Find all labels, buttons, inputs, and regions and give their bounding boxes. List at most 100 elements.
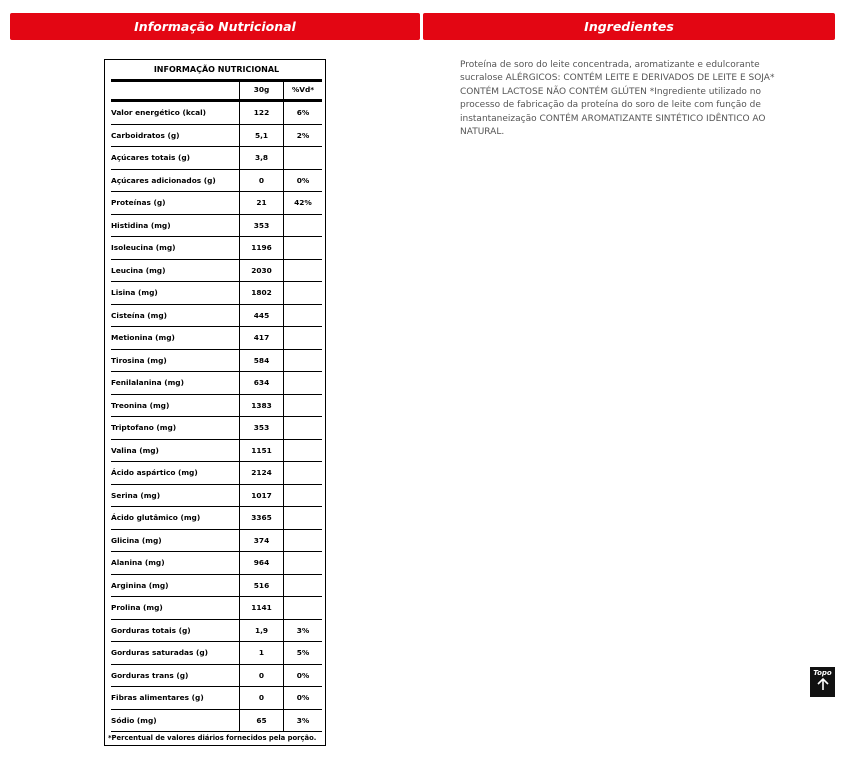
header-row: 30g %Vd*: [111, 79, 322, 102]
label-cell: Lisina (mg): [111, 281, 240, 305]
value-cell: [283, 349, 322, 372]
header-cell: %Vd*: [283, 79, 322, 102]
value-cell: 0: [239, 664, 284, 687]
value-cell: [283, 146, 322, 170]
row: Tirosina (mg) 584: [111, 349, 322, 372]
footnote: *Percentual de valores diários fornecido…: [108, 734, 317, 742]
row: Açúcares adicionados (g) 0 0%: [111, 169, 322, 192]
row: Ácido glutâmico (mg) 3365: [111, 506, 322, 530]
row: Serina (mg) 1017: [111, 484, 322, 507]
back-to-top[interactable]: Topo: [810, 667, 835, 697]
value-cell: [283, 484, 322, 507]
value-cell: 374: [239, 529, 284, 552]
value-cell: 0%: [283, 169, 322, 192]
header-cell: 30g: [239, 79, 284, 102]
tab[interactable]: Informação Nutricional: [10, 13, 420, 40]
value-cell: 0: [239, 686, 284, 710]
label-cell: Isoleucina (mg): [111, 236, 240, 260]
label-cell: Fibras alimentares (g): [111, 686, 240, 710]
label-cell: Metionina (mg): [111, 326, 240, 350]
row: Fibras alimentares (g) 0 0%: [111, 686, 322, 710]
value-cell: 2030: [239, 259, 284, 282]
value-cell: 353: [239, 214, 284, 237]
label-cell: Fenilalanina (mg): [111, 371, 240, 395]
label-cell: Treonina (mg): [111, 394, 240, 417]
value-cell: 122: [239, 100, 284, 125]
label-cell: Gorduras trans (g): [111, 664, 240, 687]
label-cell: Triptofano (mg): [111, 416, 240, 440]
value-cell: [283, 461, 322, 485]
value-cell: 634: [239, 371, 284, 395]
label-cell: Prolina (mg): [111, 596, 240, 620]
row: Metionina (mg) 417: [111, 326, 322, 350]
label-cell: Gorduras totais (g): [111, 619, 240, 642]
row: Prolina (mg) 1141: [111, 596, 322, 620]
label-cell: Leucina (mg): [111, 259, 240, 282]
row: Leucina (mg) 2030: [111, 259, 322, 282]
value-cell: [283, 551, 322, 575]
row: Gorduras saturadas (g) 1 5%: [111, 641, 322, 665]
row: Isoleucina (mg) 1196: [111, 236, 322, 260]
value-cell: [283, 529, 322, 552]
row: Carboidratos (g) 5,1 2%: [111, 124, 322, 147]
value-cell: 1: [239, 641, 284, 665]
value-cell: 3,8: [239, 146, 284, 170]
value-cell: [283, 596, 322, 620]
row: Alanina (mg) 964: [111, 551, 322, 575]
label-cell: Arginina (mg): [111, 574, 240, 597]
value-cell: [283, 304, 322, 327]
value-cell: 3365: [239, 506, 284, 530]
label-cell: Glicina (mg): [111, 529, 240, 552]
row: Glicina (mg) 374: [111, 529, 322, 552]
value-cell: [283, 506, 322, 530]
value-cell: [283, 236, 322, 260]
row: Lisina (mg) 1802: [111, 281, 322, 305]
value-cell: 353: [239, 416, 284, 440]
label: Topo: [813, 669, 832, 677]
value-cell: 3%: [283, 709, 322, 732]
value-cell: 964: [239, 551, 284, 575]
row: Ácido aspártico (mg) 2124: [111, 461, 322, 485]
value-cell: 21: [239, 191, 284, 215]
value-cell: [283, 281, 322, 305]
value-cell: 516: [239, 574, 284, 597]
value-cell: 0%: [283, 686, 322, 710]
label-cell: Cisteína (mg): [111, 304, 240, 327]
value-cell: 65: [239, 709, 284, 732]
label-cell: Tirosina (mg): [111, 349, 240, 372]
label-cell: Açúcares adicionados (g): [111, 169, 240, 192]
value-cell: 2%: [283, 124, 322, 147]
row: Cisteína (mg) 445: [111, 304, 322, 327]
value-cell: 1802: [239, 281, 284, 305]
value-cell: [283, 214, 322, 237]
row: Fenilalanina (mg) 634: [111, 371, 322, 395]
value-cell: 42%: [283, 191, 322, 215]
value-cell: 5,1: [239, 124, 284, 147]
label-cell: Carboidratos (g): [111, 124, 240, 147]
label-cell: Ácido glutâmico (mg): [111, 506, 240, 530]
row: Gorduras trans (g) 0 0%: [111, 664, 322, 687]
value-cell: 1017: [239, 484, 284, 507]
label-cell: Proteínas (g): [111, 191, 240, 215]
value-cell: 2124: [239, 461, 284, 485]
row: Valina (mg) 1151: [111, 439, 322, 462]
value-cell: 3%: [283, 619, 322, 642]
row: Arginina (mg) 516: [111, 574, 322, 597]
label-cell: Valina (mg): [111, 439, 240, 462]
label-cell: Ácido aspártico (mg): [111, 461, 240, 485]
row: Sódio (mg) 65 3%: [111, 709, 322, 732]
value-cell: [283, 439, 322, 462]
label-cell: Valor energético (kcal): [111, 100, 240, 125]
tab[interactable]: Ingredientes: [423, 13, 835, 40]
label-cell: Serina (mg): [111, 484, 240, 507]
nutrition-table: INFORMAÇÃO NUTRICIONAL 30g %Vd* Valor ener…: [104, 59, 326, 746]
row: Proteínas (g) 21 42%: [111, 191, 322, 215]
label-cell: Açúcares totais (g): [111, 146, 240, 170]
value-cell: 1,9: [239, 619, 284, 642]
value-cell: [283, 259, 322, 282]
value-cell: [283, 416, 322, 440]
value-cell: 417: [239, 326, 284, 350]
value-cell: 1383: [239, 394, 284, 417]
label-cell: Gorduras saturadas (g): [111, 641, 240, 665]
value-cell: [283, 326, 322, 350]
